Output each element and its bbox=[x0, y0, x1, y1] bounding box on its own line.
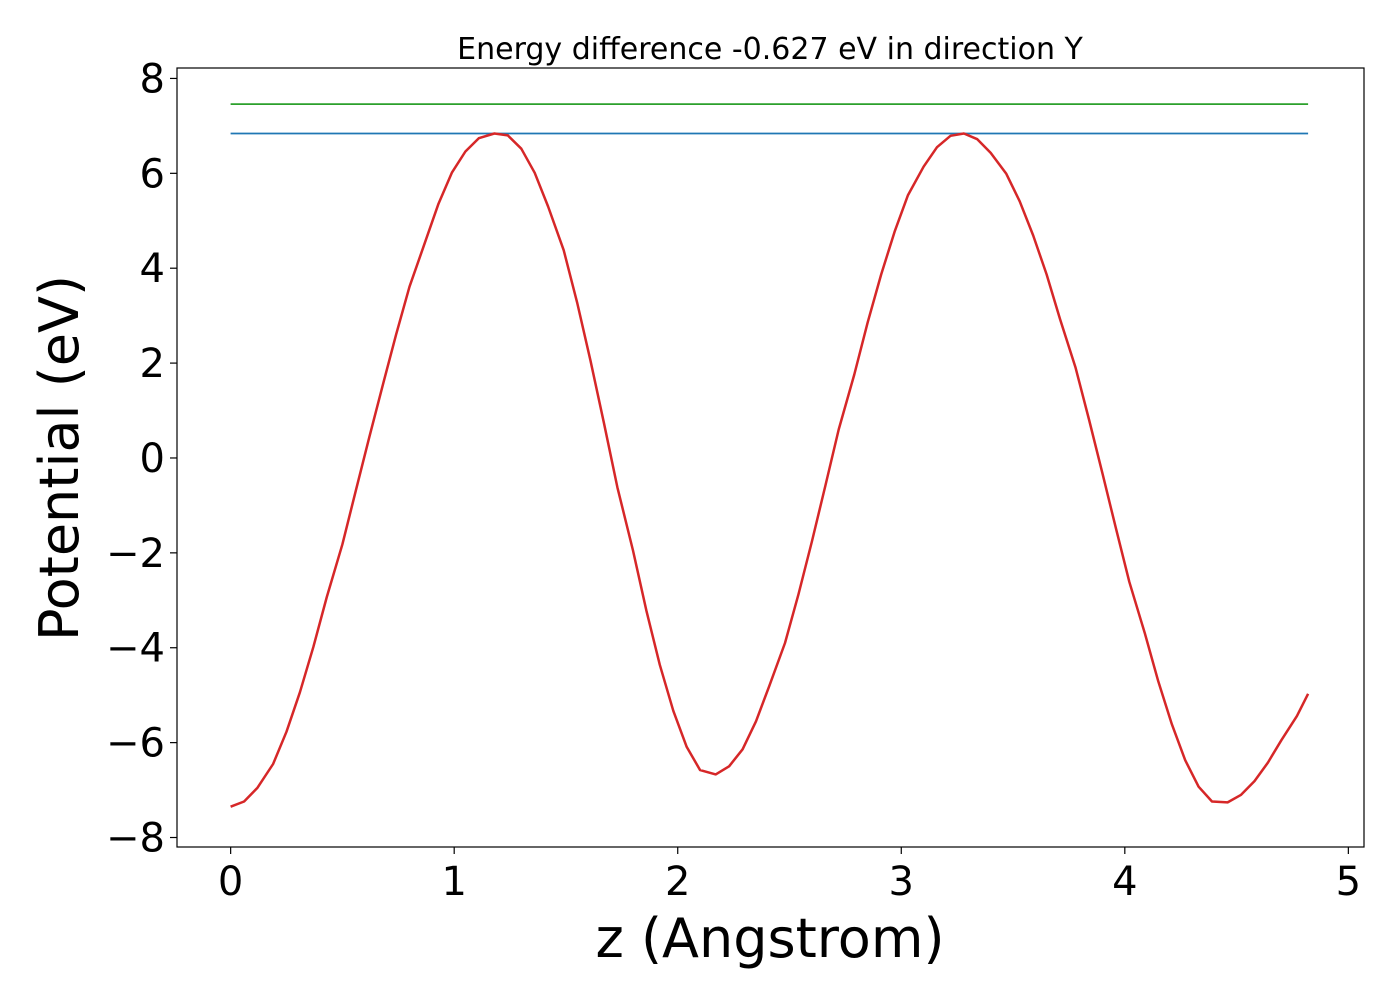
chart-title: Energy difference -0.627 eV in direction… bbox=[457, 32, 1083, 67]
axes-frame bbox=[176, 67, 1365, 848]
x-tick-label: 5 bbox=[1336, 859, 1361, 905]
x-tick-label: 0 bbox=[218, 859, 243, 905]
y-tick-label: −4 bbox=[106, 626, 165, 672]
x-tick-label: 3 bbox=[889, 859, 914, 905]
y-tick-label: 8 bbox=[140, 56, 165, 102]
x-axis-label: z (Angstrom) bbox=[595, 907, 944, 970]
y-tick-label: −8 bbox=[106, 816, 165, 862]
axes: 0 1 2 3 4 5 −8 −6 −4 −2 0 2 4 6 8 bbox=[106, 56, 1365, 905]
series-line-2 bbox=[230, 132, 1310, 808]
x-tick-label: 2 bbox=[665, 859, 690, 905]
y-tick-label: 6 bbox=[140, 151, 165, 197]
x-tick-label: 1 bbox=[441, 859, 466, 905]
y-axis-label: Potential (eV) bbox=[28, 275, 91, 641]
y-tick-label: −2 bbox=[106, 531, 165, 577]
y-tick-label: 4 bbox=[140, 246, 165, 292]
y-tick-label: 0 bbox=[140, 436, 165, 482]
plot-area bbox=[230, 103, 1310, 808]
y-tick-label: 2 bbox=[140, 341, 165, 387]
y-tick-label: −6 bbox=[106, 721, 165, 767]
x-tick-label: 4 bbox=[1112, 859, 1137, 905]
